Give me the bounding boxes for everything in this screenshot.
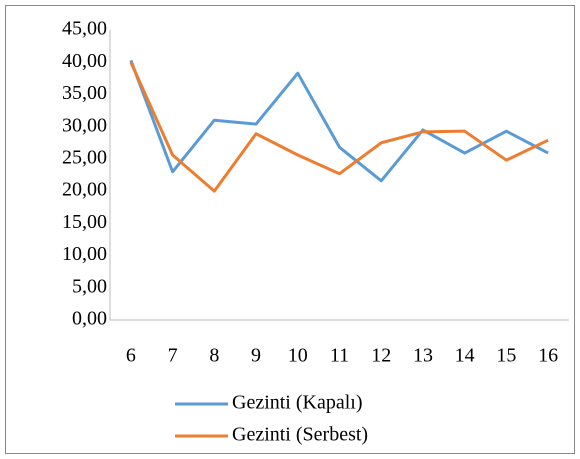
x-tick-label: 11 [330, 345, 349, 367]
x-tick-label: 7 [168, 345, 178, 367]
y-tick-label: 30,00 [62, 114, 107, 136]
y-tick-label: 25,00 [62, 146, 107, 168]
y-tick-label: 45,00 [62, 18, 107, 40]
series-line [129, 59, 549, 183]
y-tick-label: 15,00 [62, 211, 107, 233]
y-tick-label: 0,00 [72, 308, 107, 330]
chart-border [5, 5, 575, 454]
series-line [129, 61, 549, 193]
x-tick-label: 8 [209, 345, 219, 367]
legend-label: Gezinti (Serbest) [232, 424, 368, 446]
legend-label: Gezinti (Kapalı) [232, 392, 363, 414]
x-tick-label: 12 [371, 345, 391, 367]
x-tick-label: 10 [288, 345, 308, 367]
y-tick-label: 40,00 [62, 50, 107, 72]
x-tick-label: 6 [126, 345, 136, 367]
y-tick-label: 5,00 [72, 275, 107, 297]
x-tick-label: 9 [251, 345, 261, 367]
x-tick-label: 13 [413, 345, 433, 367]
x-tick-label: 14 [455, 345, 475, 367]
y-tick-label: 35,00 [62, 82, 107, 104]
y-tick-label: 20,00 [62, 179, 107, 201]
x-tick-label: 16 [538, 345, 558, 367]
y-tick-label: 10,00 [62, 243, 107, 265]
x-tick-label: 15 [496, 345, 516, 367]
